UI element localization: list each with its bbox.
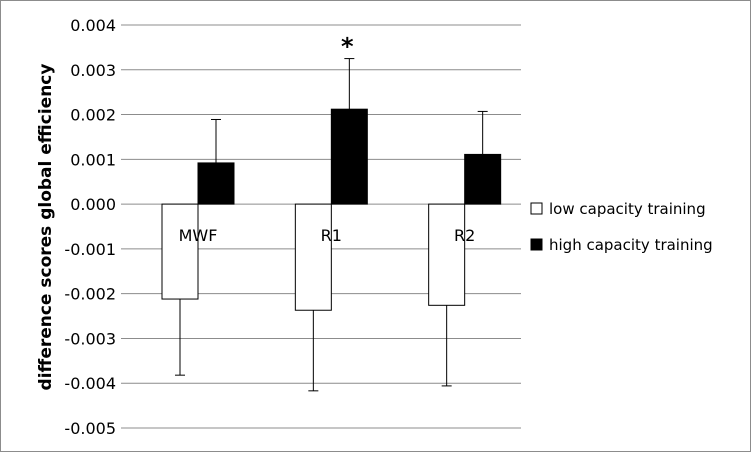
bar-high-capacity-r1 [330,108,368,205]
y-tick-label: -0.001 [64,240,116,259]
bar-high-capacity-mwf [197,162,235,205]
y-tick-label: -0.003 [64,329,116,348]
y-tick-label: 0.003 [70,61,116,80]
category-label: R2 [454,226,475,245]
significance-asterisk: * [341,33,354,61]
category-label: R1 [321,226,342,245]
legend-label-low-capacity: low capacity training [549,200,706,218]
bars [161,108,502,311]
bar-high-capacity-r2 [464,153,502,205]
y-tick-label: -0.004 [64,374,116,393]
y-tick-label: 0.001 [70,150,116,169]
legend: low capacity training high capacity trai… [530,200,713,254]
y-tick-label: 0.000 [70,195,116,214]
y-tick-label: 0.004 [70,16,116,35]
legend-label-high-capacity: high capacity training [549,236,713,254]
y-tick-label: -0.005 [64,419,116,438]
y-axis-label: difference scores global efficiency [36,64,56,391]
category-label: MWF [179,226,218,245]
bar-low-capacity-r2 [428,203,466,306]
error-bars [175,58,488,392]
y-tick-label: -0.002 [64,285,116,304]
legend-swatch-high-capacity [530,238,543,251]
legend-swatch-low-capacity [530,202,543,215]
bar-low-capacity-mwf [161,203,199,300]
y-tick-label: 0.002 [70,106,116,125]
bar-low-capacity-r1 [294,203,332,311]
category-labels: MWF R1 R2 [179,226,476,245]
annotations: * [341,33,354,61]
y-axis-ticks: 0.004 0.003 0.002 0.001 0.000 -0.001 -0.002 -0.… [64,16,116,438]
